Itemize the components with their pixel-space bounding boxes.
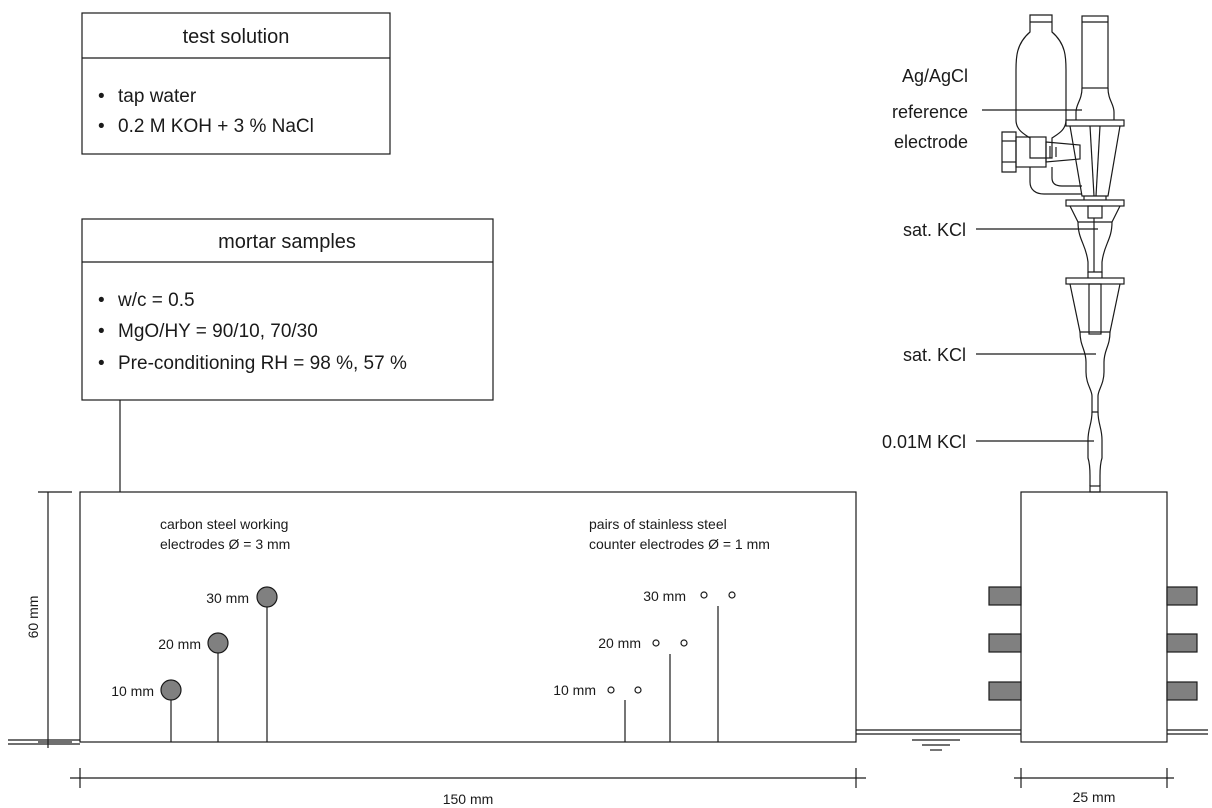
counter-electrode-depth-label: 20 mm [598,635,641,651]
salt-bridge-label: 0.01M KCl [882,432,966,452]
width-dimension-line [1014,768,1174,788]
working-electrode-depth-label: 10 mm [111,683,154,699]
height-dimension-label: 60 mm [25,596,41,639]
contact-pads [988,586,1198,701]
test-solution-item: 0.2 M KOH + 3 % NaCl [118,116,314,137]
test-solution-item: tap water [118,86,197,107]
working-electrode-10mm [160,679,182,742]
working-electrode-30mm [256,586,278,742]
counter-electrode-pair-20mm [652,639,688,742]
counter-electrode-depth-label: 10 mm [553,682,596,698]
working-electrodes-caption: carbon steel working [160,516,288,532]
test-solution-bullet: • [98,86,105,107]
counter-electrodes-caption: counter electrodes Ø = 1 mm [589,536,770,552]
counter-electrode-pair-10mm [607,686,642,742]
test-solution-title: test solution [183,26,290,48]
salt-bridge-label: sat. KCl [903,220,966,240]
width-dimension-label: 25 mm [1073,789,1116,805]
mortar-samples-box [81,218,494,401]
reference-electrode-leader-lines [976,109,1098,442]
mortar-samples-item: MgO/HY = 90/10, 70/30 [118,321,318,342]
reference-electrode-label-line: reference [892,102,968,122]
mortar-samples-item: Pre-conditioning RH = 98 %, 57 % [118,353,407,374]
water-level-line [8,729,1208,745]
working-electrode-20mm [207,632,229,742]
mortar-prism-side [79,491,857,743]
test-solution-bullet: • [98,116,105,137]
mortar-samples-title: mortar samples [218,231,356,253]
reference-electrode-label-line: Ag/AgCl [902,66,968,86]
working-electrode-depth-label: 20 mm [158,636,201,652]
mortar-samples-bullet: • [98,321,105,342]
length-dimension-label: 150 mm [443,791,494,807]
counter-electrode-depth-label: 30 mm [643,588,686,604]
mortar-samples-bullet: • [98,353,105,374]
reference-electrode-assembly [1001,14,1125,493]
working-electrode-depth-label: 30 mm [206,590,249,606]
counter-electrodes-caption: pairs of stainless steel [589,516,727,532]
test-solution-box [81,12,391,155]
length-dimension-line [70,768,866,788]
mortar-samples-bullet: • [98,290,105,311]
mortar-prism-end [1020,491,1168,743]
counter-electrode-pair-30mm [700,591,736,742]
salt-bridge-label: sat. KCl [903,345,966,365]
water-level-symbol [912,739,960,751]
mortar-samples-item: w/c = 0.5 [117,290,195,311]
working-electrodes-caption: electrodes Ø = 3 mm [160,536,290,552]
height-dimension-line [38,491,72,748]
reference-electrode-label-line: electrode [894,132,968,152]
